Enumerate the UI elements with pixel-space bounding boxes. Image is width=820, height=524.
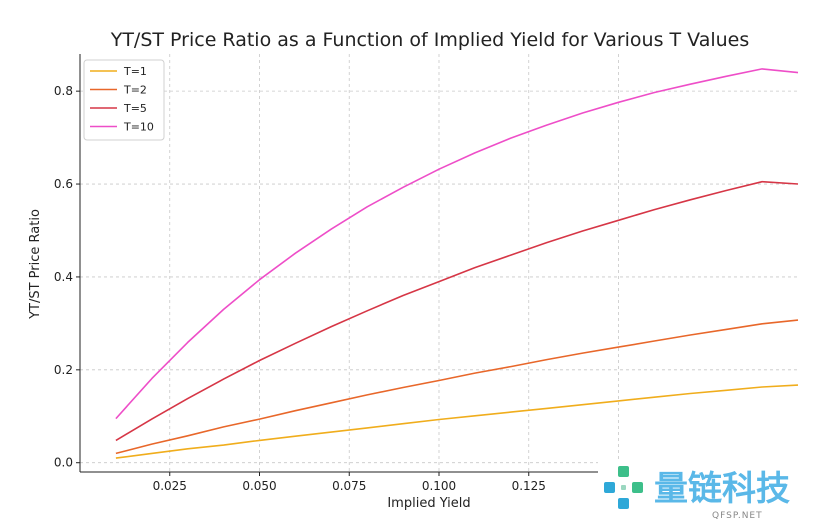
y-tick-label: 0.4 xyxy=(54,270,73,284)
series-line-t-2 xyxy=(115,319,799,455)
x-tick-label: 0.100 xyxy=(422,479,456,493)
y-ticks: 0.0 0.2 0.4 0.6 0.8 xyxy=(54,84,80,470)
watermark-site: QFSP.NET xyxy=(712,511,763,521)
legend: T=1 T=2 T=5 T=10 xyxy=(83,59,165,141)
watermark-logo-icon xyxy=(604,466,643,509)
x-tick-label: 0.050 xyxy=(242,479,276,493)
y-axis-label: YT/ST Price Ratio xyxy=(28,209,43,320)
legend-label: T=10 xyxy=(123,121,154,134)
legend-label: T=1 xyxy=(123,65,147,78)
x-tick-label: 0.075 xyxy=(332,479,366,493)
series-lines xyxy=(115,68,799,459)
legend-box xyxy=(83,59,165,141)
series-line-t-10 xyxy=(115,68,799,420)
legend-label: T=5 xyxy=(123,102,147,115)
y-tick-label: 0.8 xyxy=(54,84,73,98)
y-tick-label: 0.2 xyxy=(54,363,73,377)
legend-label: T=2 xyxy=(123,84,147,97)
x-axis-label: Implied Yield xyxy=(387,496,470,511)
watermark-brand: 量链科技 xyxy=(654,469,790,509)
watermark: 量链科技 QFSP.NET xyxy=(598,462,820,524)
chart-title: YT/ST Price Ratio as a Function of Impli… xyxy=(110,29,750,51)
y-tick-label: 0.0 xyxy=(54,456,73,470)
x-tick-label: 0.125 xyxy=(512,479,546,493)
series-line-t-1 xyxy=(115,384,799,459)
grid xyxy=(80,54,798,472)
series-line-t-5 xyxy=(115,180,799,442)
x-tick-label: 0.025 xyxy=(153,479,187,493)
y-tick-label: 0.6 xyxy=(54,177,73,191)
